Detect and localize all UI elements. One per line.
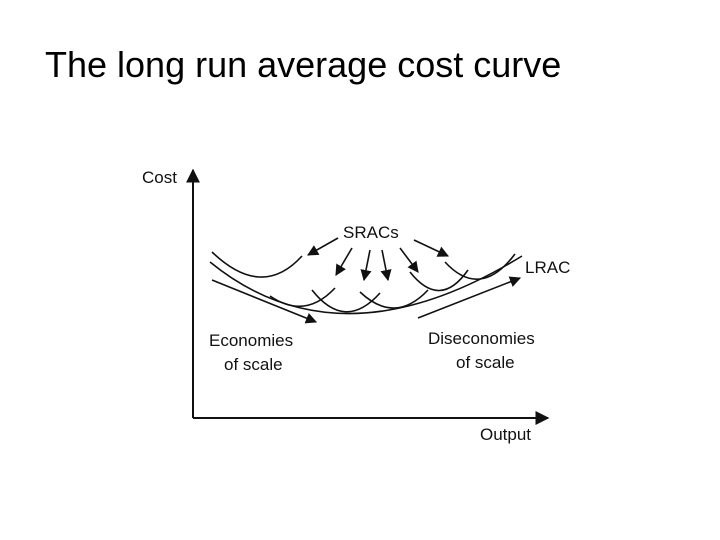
lrac-curve xyxy=(209,255,523,315)
economies-arrow xyxy=(211,279,318,324)
lrac-label: LRAC xyxy=(525,258,570,277)
srac-label: SRACs xyxy=(343,223,399,242)
slide-title: The long run average cost curve xyxy=(45,44,562,85)
srac-pointers xyxy=(307,237,450,282)
diseconomies-label: of scale xyxy=(456,353,515,372)
economies-label: Economies xyxy=(209,331,293,350)
diseconomies-arrow xyxy=(417,276,522,319)
y-axis-label: Cost xyxy=(142,168,177,187)
srac-curves xyxy=(211,251,516,313)
diseconomies-label: Diseconomies xyxy=(428,329,535,348)
x-axis-label: Output xyxy=(480,425,531,444)
economies-label: of scale xyxy=(224,355,283,374)
